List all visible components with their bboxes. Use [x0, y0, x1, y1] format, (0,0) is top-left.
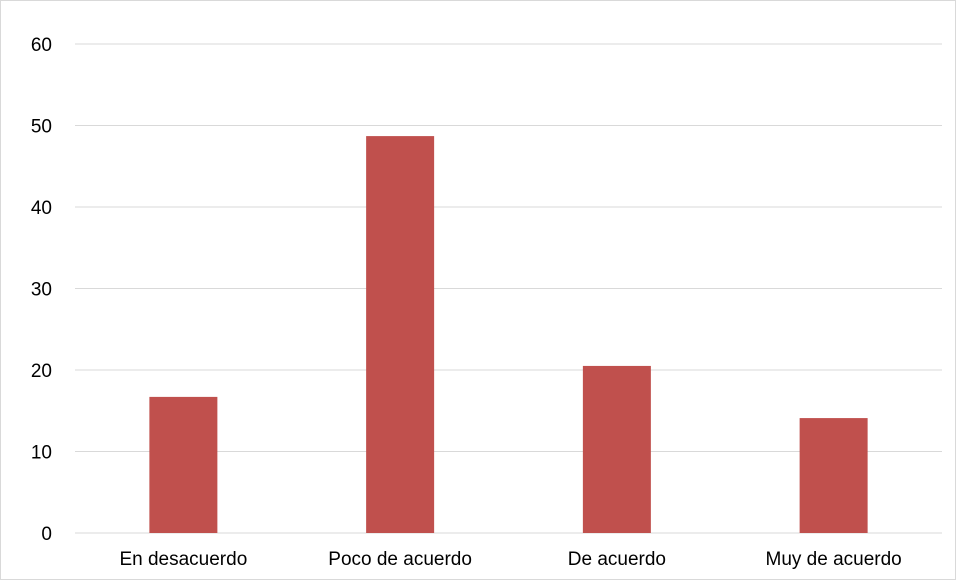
x-category-label: Poco de acuerdo: [328, 549, 472, 570]
bar: [582, 365, 651, 533]
bar: [366, 136, 435, 533]
bars: [149, 136, 868, 533]
x-axis-labels: En desacuerdo Poco de acuerdo De acuerdo Mu…: [119, 549, 901, 570]
gridlines: [75, 43, 942, 534]
x-category-label: Muy de acuerdo: [766, 549, 902, 570]
y-tick-label: 10: [31, 443, 52, 464]
y-tick-label: 0: [41, 524, 52, 545]
y-tick-label: 60: [31, 35, 52, 56]
y-tick-label: 40: [31, 198, 52, 219]
y-axis-ticks: 0 10 20 30 40 50 60: [31, 35, 52, 545]
x-category-label: En desacuerdo: [119, 549, 247, 570]
bar: [149, 396, 218, 533]
y-tick-label: 30: [31, 280, 52, 301]
bar: [799, 418, 868, 533]
y-tick-label: 20: [31, 361, 52, 382]
x-category-label: De acuerdo: [568, 549, 666, 570]
y-tick-label: 50: [31, 117, 52, 138]
